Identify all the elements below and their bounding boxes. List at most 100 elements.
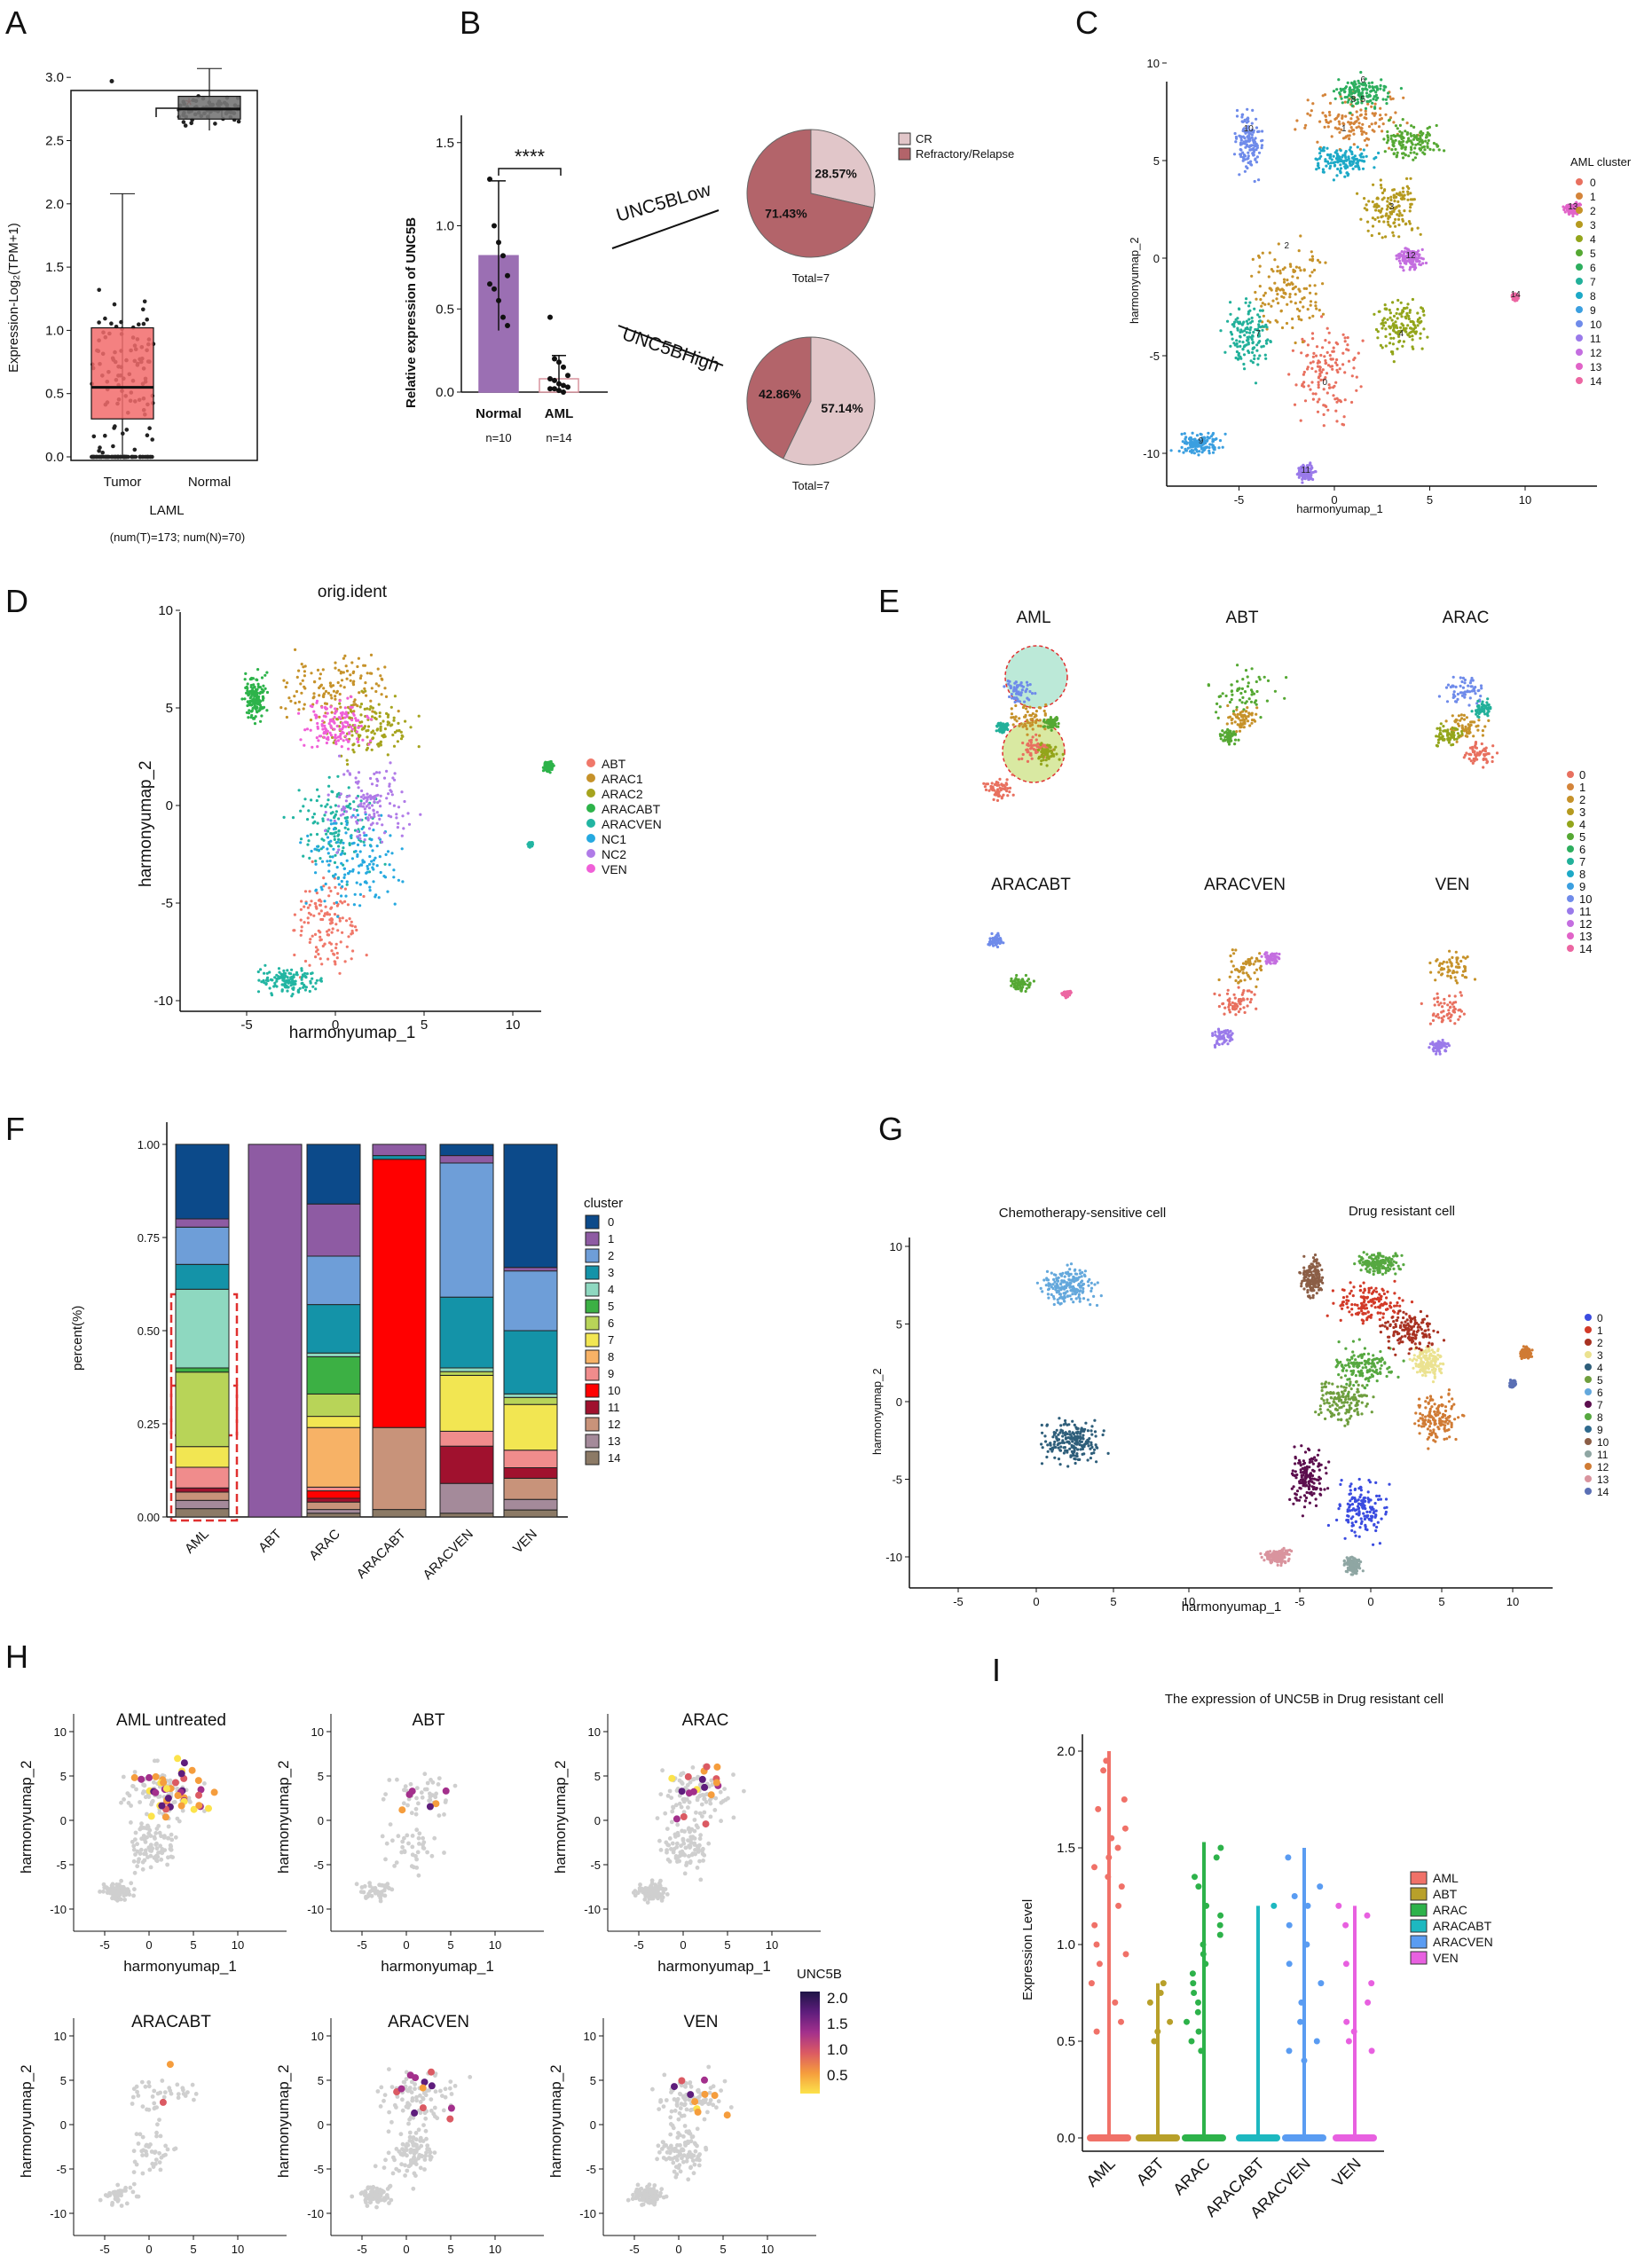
panel-c-point [1373, 217, 1377, 221]
panel-c-point [1349, 150, 1353, 153]
panel-d-point [323, 813, 326, 817]
panel-c-point [1436, 145, 1439, 148]
panel-a-point [141, 321, 146, 326]
panel-e-umap-2-point [1442, 729, 1445, 733]
panel-e-umap-0-point [1027, 739, 1032, 743]
panel-c-point [1339, 149, 1342, 153]
panel-d-point [320, 837, 324, 841]
panel-c: harmonyumap_1 harmonyumap_2 AML cluster … [1128, 57, 1632, 515]
panel-c-point [1350, 374, 1354, 378]
panel-e-umap-2-point [1445, 734, 1450, 737]
panel-c-point [1381, 98, 1385, 101]
panel-c-point [1324, 358, 1327, 363]
panel-c-point [1410, 134, 1413, 138]
panel-c-point [1358, 147, 1363, 151]
panel-d-point [265, 690, 270, 695]
panel-c-point [1381, 236, 1384, 240]
panel-e-umap-2-point [1476, 724, 1480, 727]
panel-c-point [1337, 127, 1341, 130]
panel-d-point [316, 821, 319, 825]
panel-a-ytick-label: 0.0 [45, 450, 64, 465]
panel-d-point [300, 929, 303, 932]
panel-c-point [1415, 137, 1419, 140]
panel-d-point [388, 784, 391, 788]
panel-d-point [372, 868, 375, 871]
panel-a-point [97, 320, 101, 325]
panel-c-point [1311, 314, 1315, 318]
panel-d-point [382, 831, 387, 835]
panel-c-point [1352, 122, 1356, 126]
panel-e-umap-2-point [1487, 719, 1491, 723]
panel-c-legend-dot [1576, 363, 1583, 370]
panel-c-point [1396, 213, 1399, 216]
panel-c-point [1337, 120, 1341, 123]
panel-d-point [337, 837, 341, 842]
panel-e-umap-0-point [1057, 725, 1060, 728]
panel-d-point [252, 702, 256, 705]
panel-c-point [1329, 120, 1333, 123]
panel-e-umap-0-point [1000, 797, 1003, 800]
panel-d-point [337, 817, 341, 821]
panel-c-point [1372, 183, 1375, 186]
panel-d-point [289, 972, 293, 976]
panel-d-point [334, 885, 337, 889]
panel-e-umap-2-point [1446, 683, 1451, 687]
panel-c-legend-dot [1576, 178, 1583, 185]
panel-d-point [366, 672, 369, 675]
panel-c-point [1402, 340, 1405, 343]
panel-c-point [1310, 332, 1315, 335]
panel-c-point [1339, 95, 1342, 98]
panel-c-point [1387, 91, 1390, 95]
panel-c-point [1415, 153, 1419, 156]
panel-d-point [326, 803, 329, 806]
panel-e-umap-0-point [1034, 743, 1038, 747]
panel-c-point [1365, 154, 1368, 158]
panel-d-point [340, 861, 343, 865]
panel-c-point [1382, 324, 1386, 327]
panel-c-cluster-label: 4 [1398, 329, 1404, 339]
panel-c-point [1278, 269, 1282, 272]
panel-d-point [333, 721, 336, 725]
panel-e-umap-0-point [995, 783, 999, 788]
panel-c-point [1355, 126, 1358, 130]
panel-e-umap-2-point [1463, 681, 1467, 685]
panel-c-point [1371, 200, 1374, 204]
panel-c-point [1421, 262, 1425, 265]
panel-d-point [356, 853, 359, 857]
panel-c-point [1234, 140, 1238, 144]
panel-d-point [387, 814, 390, 818]
panel-c-point [1261, 130, 1264, 133]
panel-c-point [1280, 287, 1284, 291]
panel-d-point [352, 743, 356, 746]
panel-e-umap-1-point [1253, 719, 1257, 723]
panel-c-point [1297, 287, 1301, 291]
panel-c-point [1406, 193, 1410, 196]
panel-c-point [1372, 98, 1375, 101]
panel-d-point [265, 971, 269, 975]
panel-c-point [1404, 326, 1408, 330]
panel-b-point [492, 286, 497, 292]
panel-c-point [1332, 178, 1335, 182]
panel-c-point [1406, 190, 1410, 193]
panel-c-point [1277, 302, 1280, 305]
panel-e-umap-0-point [1039, 706, 1042, 710]
panel-d-point [263, 981, 266, 985]
panel-c-point [1388, 201, 1391, 206]
panel-c-point [1246, 116, 1250, 120]
panel-d-point [350, 931, 354, 935]
panel-c-point [1318, 365, 1322, 369]
panel-d-point [372, 862, 375, 866]
panel-d-point [284, 685, 287, 689]
panel-d-point [378, 799, 382, 803]
panel-b-point [487, 177, 492, 182]
panel-e-umap-2-point [1472, 687, 1476, 690]
panel-d-point [376, 667, 380, 671]
panel-c-point [1243, 367, 1247, 371]
panel-c-point [1357, 90, 1361, 93]
panel-c-point [1399, 329, 1403, 333]
panel-e-umap-2-point [1467, 690, 1472, 694]
panel-c-point [1353, 357, 1357, 360]
panel-c-point [1255, 117, 1258, 121]
panel-e-title-aracven: ARACVEN [1204, 876, 1286, 894]
panel-e-umap-0-point [1046, 751, 1050, 755]
